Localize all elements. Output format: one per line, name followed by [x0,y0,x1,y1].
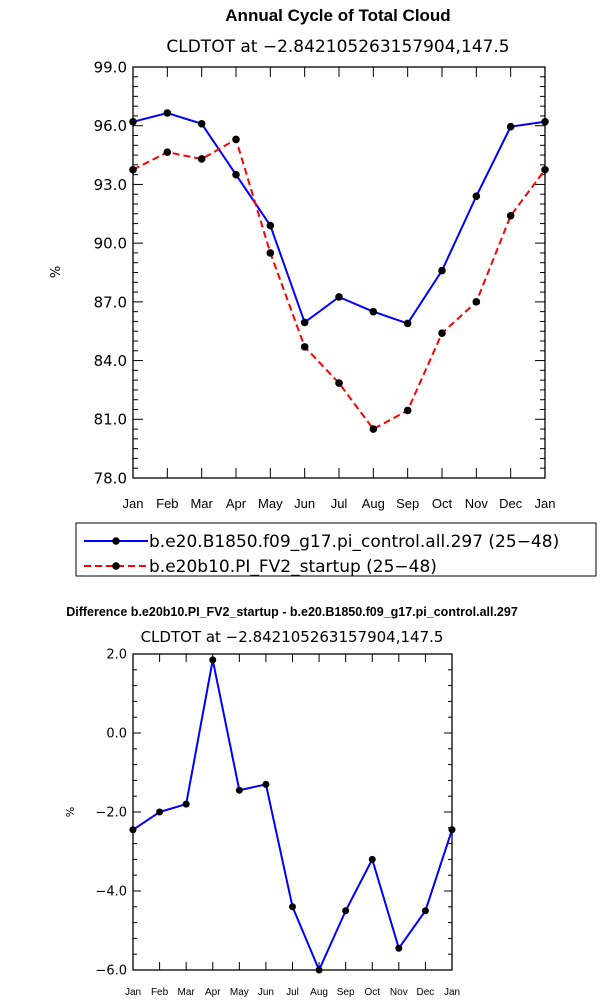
chart2-x-tick-label: Feb [151,987,169,998]
chart2-series-0-point [395,944,403,952]
chart2-x-tick-label: Sep [337,987,355,998]
chart2-series-0-point [289,903,296,911]
chart2-series-0-point [182,800,190,808]
chart1-x-tick-label: Oct [432,496,453,511]
chart2-y-tick-label: −2.0 [95,806,127,821]
legend-label-control: b.e20.B1850.f09_g17.pi_control.all.297 (… [149,532,559,552]
chart1-series-1-point [335,379,343,387]
chart2-series-0-point [315,966,323,974]
chart2-x-tick-label: Dec [417,987,435,998]
chart1-series-0-point [541,118,549,126]
chart2-subtitle: CLDTOT at −2.842105263157904,147.5 [141,628,444,646]
chart2-series-0-point [421,907,429,915]
chart1-series-0-point [129,118,137,126]
chart1-y-tick-label: 96.0 [94,117,127,135]
chart1-legend: b.e20.B1850.f09_g17.pi_control.all.297 (… [75,522,597,577]
chart2-x-tick-label: Jul [286,987,299,998]
chart2-x-tick-label: May [230,987,249,998]
chart2-plot-frame [132,653,453,971]
chart2-series-0-point [129,826,137,834]
chart1-y-tick-label: 84.0 [94,352,127,370]
chart1-series-0-point [335,293,343,301]
legend-marker-startup [112,562,120,570]
chart1-series-1-point [403,406,412,415]
chart1-y-axis-label: % [49,266,64,278]
chart1-y-tick-label: 93.0 [94,176,127,194]
chart2-series [129,656,456,974]
chart1-series-line-0 [132,111,546,325]
chart1-y-tick-label: 81.0 [94,411,127,429]
chart1-y-tick-label: 90.0 [94,235,127,253]
chart1-series-0-point [163,109,172,117]
chart1-series-1-point [506,211,515,220]
chart1-title: Annual Cycle of Total Cloud [225,6,450,25]
chart1-series-0-point [266,221,275,230]
chart2-x-tick-label: Jun [258,987,274,998]
chart1-series [129,109,549,433]
chart2-y-tick-label: −4.0 [95,885,127,900]
chart2-series-0-point [156,808,164,816]
chart1-axes: 78.0 81.0 84.0 87.0 90.0 93.0 96.0 99.0 Jan Feb Ma… [94,58,556,511]
chart1-series-1-point [266,249,275,257]
chart1-y-tick-label: 99.0 [94,58,127,76]
chart1-subtitle: CLDTOT at −2.842105263157904,147.5 [166,37,509,57]
chart1-x-tick-label: May [258,496,283,511]
chart1-series-0-point [403,319,412,328]
chart2-series-0-point [448,826,456,834]
chart2-y-axis-label: % [64,807,77,817]
chart1-plot-frame [132,66,546,479]
chart1-x-tick-label: Jul [331,496,348,511]
chart2-x-tick-label: Jan [444,987,460,998]
chart2-series-line-0 [132,659,453,973]
chart1-series-1-point [163,148,172,156]
chart1-series-0-point [438,266,446,275]
chart1-x-tick-label: Feb [156,496,178,511]
legend-marker-control [112,537,120,545]
chart1-series-1-point [438,329,446,337]
chart2-series-0-point [235,786,243,794]
chart1-series-1-point [300,343,309,351]
chart2-series-0-point [368,855,376,863]
chart1-series-0-point [197,119,206,128]
chart2-title: Difference b.e20b10.PI_FV2_startup - b.e… [66,605,518,619]
chart1-x-tick-label: Apr [226,496,247,511]
chart1-series-0-point [472,192,481,200]
chart1-series-0-point [369,307,378,316]
chart1-series-1-point [129,165,137,174]
chart1-y-tick-label: 78.0 [94,469,127,487]
chart1-x-tick-label: Aug [362,496,385,511]
chart1-series-1-point [232,135,240,144]
chart1-series-0-point [506,122,515,131]
chart2-x-tick-label: Jan [125,987,141,998]
chart2-x-tick-label: Apr [205,987,221,998]
chart1-x-tick-label: Nov [465,496,489,511]
chart1-x-tick-label: Sep [396,496,419,511]
chart1-y-tick-label: 87.0 [94,293,127,311]
chart1-series-1-point [197,155,206,163]
chart2-y-tick-label: 2.0 [106,648,127,663]
chart2-x-tick-label: Aug [310,987,328,998]
chart2-x-tick-label: Mar [178,987,196,998]
chart1-x-tick-label: Dec [499,496,523,511]
chart1-x-tick-label: Jan [123,496,144,511]
chart1-x-tick-label: Mar [190,496,213,511]
chart1-series-1-point [369,425,378,433]
legend-label-startup: b.e20b10.PI_FV2_startup (25−48) [149,557,437,577]
chart2-y-tick-label: −6.0 [95,964,127,979]
chart1-series-0-point [232,170,240,179]
chart1-series-0-point [300,318,309,327]
chart2-axes: −6.0 −4.0 −2.0 0.0 2.0 Jan Feb Mar Apr May Jun Jul A… [95,648,460,998]
chart1-x-tick-label: Jan [535,496,556,511]
chart1-series-1-point [541,165,549,174]
legend-box [75,522,597,577]
chart2-series-0-point [209,656,217,664]
chart1-x-tick-label: Jun [294,496,315,511]
chart2-y-tick-label: 0.0 [106,727,127,742]
chart1-series-1-point [472,298,481,306]
chart2-series-0-point [262,780,270,788]
chart2-series-0-point [342,907,350,915]
chart2-x-tick-label: Nov [390,987,408,998]
chart2-x-tick-label: Oct [364,987,380,998]
